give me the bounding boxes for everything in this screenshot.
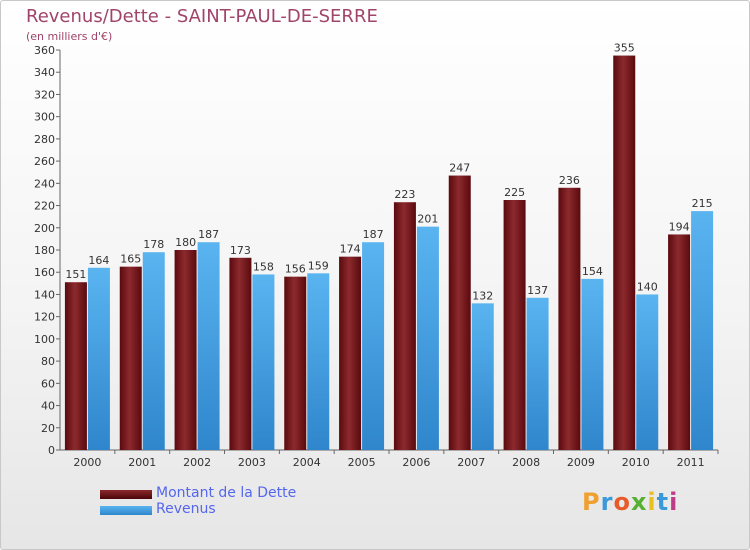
- y-tick-label: 320: [34, 88, 55, 101]
- y-tick-label: 180: [34, 244, 55, 257]
- y-tick-label: 280: [34, 133, 55, 146]
- bar-debt-2008: [503, 200, 526, 450]
- bar-revenus-2009: [581, 278, 604, 450]
- data-label-debt-2003: 173: [230, 244, 251, 257]
- bar-revenus-2001: [142, 252, 165, 450]
- data-label-debt-2009: 236: [559, 174, 580, 187]
- bar-debt-2005: [339, 256, 362, 450]
- bar-debt-2006: [393, 202, 416, 450]
- data-label-debt-2006: 223: [394, 188, 415, 201]
- y-tick-label: 160: [34, 266, 55, 279]
- proxiti-logo: Proxiti: [582, 488, 678, 516]
- y-tick-label: 360: [34, 44, 55, 57]
- bar-debt-2009: [558, 187, 581, 450]
- y-tick-label: 80: [41, 355, 55, 368]
- data-label-revenus-2003: 158: [253, 260, 274, 273]
- logo-letter: i: [647, 488, 657, 516]
- data-label-revenus-2006: 201: [417, 213, 438, 226]
- axes: 0 20 40 60 80 100 120 140 160 180 200 220 240 260 280 3…: [34, 44, 719, 469]
- y-tick-label: 60: [41, 377, 55, 390]
- y-tick-label: 240: [34, 177, 55, 190]
- data-label-debt-2000: 151: [65, 268, 86, 281]
- x-tick-label: 2010: [622, 456, 650, 469]
- bar-revenus-2002: [197, 242, 220, 450]
- data-label-revenus-2008: 137: [527, 284, 548, 297]
- bar-debt-2002: [174, 250, 197, 450]
- y-tick-label: 120: [34, 311, 55, 324]
- x-tick-label: 2005: [348, 456, 376, 469]
- legend-swatch-revenus: [100, 506, 152, 515]
- y-tick-label: 340: [34, 66, 55, 79]
- y-tick-label: 100: [34, 333, 55, 346]
- bar-revenus-2003: [252, 274, 275, 450]
- data-label-debt-2010: 355: [614, 42, 635, 55]
- y-tick-label: 40: [41, 400, 55, 413]
- data-label-revenus-2009: 154: [582, 265, 603, 278]
- bar-revenus-2007: [471, 303, 494, 450]
- bar-debt-2007: [448, 175, 471, 451]
- data-label-revenus-2011: 215: [692, 197, 713, 210]
- data-label-revenus-2005: 187: [363, 228, 384, 241]
- bar-revenus-2004: [307, 273, 330, 450]
- x-tick-label: 2007: [457, 456, 485, 469]
- y-tick-label: 200: [34, 222, 55, 235]
- legend-swatch-debt: [100, 490, 152, 499]
- x-tick-label: 2008: [512, 456, 540, 469]
- bar-debt-2000: [64, 282, 87, 450]
- bar-debt-2003: [229, 257, 252, 450]
- data-label-revenus-2001: 178: [143, 238, 164, 251]
- bar-revenus-2010: [636, 294, 659, 450]
- logo-letter: o: [613, 488, 631, 516]
- bar-revenus-2000: [87, 267, 110, 450]
- x-tick-label: 2001: [128, 456, 156, 469]
- x-tick-label: 2003: [238, 456, 266, 469]
- data-label-debt-2004: 156: [285, 263, 306, 276]
- logo-letter: t: [656, 488, 670, 516]
- y-tick-label: 0: [48, 444, 55, 457]
- y-tick-label: 20: [41, 422, 55, 435]
- data-label-debt-2008: 225: [504, 186, 525, 199]
- x-tick-label: 2004: [293, 456, 321, 469]
- bar-revenus-2005: [362, 242, 385, 450]
- data-label-revenus-2002: 187: [198, 228, 219, 241]
- x-tick-label: 2006: [402, 456, 430, 469]
- bar-revenus-2011: [691, 211, 714, 450]
- legend-label-debt: Montant de la Dette: [156, 485, 297, 501]
- x-tick-label: 2011: [677, 456, 705, 469]
- data-label-revenus-2010: 140: [637, 280, 658, 293]
- data-label-revenus-2004: 159: [308, 259, 329, 272]
- y-tick-label: 260: [34, 155, 55, 168]
- logo-letter: x: [630, 488, 648, 516]
- y-tick-label: 220: [34, 200, 55, 213]
- legend-label-revenus: Revenus: [156, 501, 216, 517]
- bar-debt-2011: [668, 234, 691, 450]
- bars: [64, 55, 714, 451]
- chart-subtitle: (en milliers d'€): [26, 30, 113, 43]
- bar-debt-2004: [284, 276, 307, 450]
- x-tick-label: 2000: [73, 456, 101, 469]
- data-label-debt-2011: 194: [669, 220, 690, 233]
- data-label-revenus-2007: 132: [472, 289, 493, 302]
- bar-revenus-2006: [416, 226, 439, 450]
- data-label-debt-2001: 165: [120, 253, 141, 266]
- logo-letter: r: [600, 488, 614, 516]
- logo-letter: P: [582, 488, 601, 516]
- data-label-debt-2005: 174: [340, 243, 361, 256]
- chart-title: Revenus/Dette - SAINT-PAUL-DE-SERRE: [26, 6, 378, 27]
- bar-debt-2001: [119, 266, 142, 450]
- data-label-revenus-2000: 164: [88, 254, 109, 267]
- y-tick-label: 300: [34, 111, 55, 124]
- bar-revenus-2008: [526, 297, 549, 450]
- data-label-debt-2007: 247: [449, 162, 470, 175]
- y-tick-label: 140: [34, 288, 55, 301]
- x-tick-label: 2009: [567, 456, 595, 469]
- x-tick-label: 2002: [183, 456, 211, 469]
- bar-debt-2010: [613, 55, 636, 451]
- data-label-debt-2002: 180: [175, 236, 196, 249]
- logo-letter: i: [669, 488, 679, 516]
